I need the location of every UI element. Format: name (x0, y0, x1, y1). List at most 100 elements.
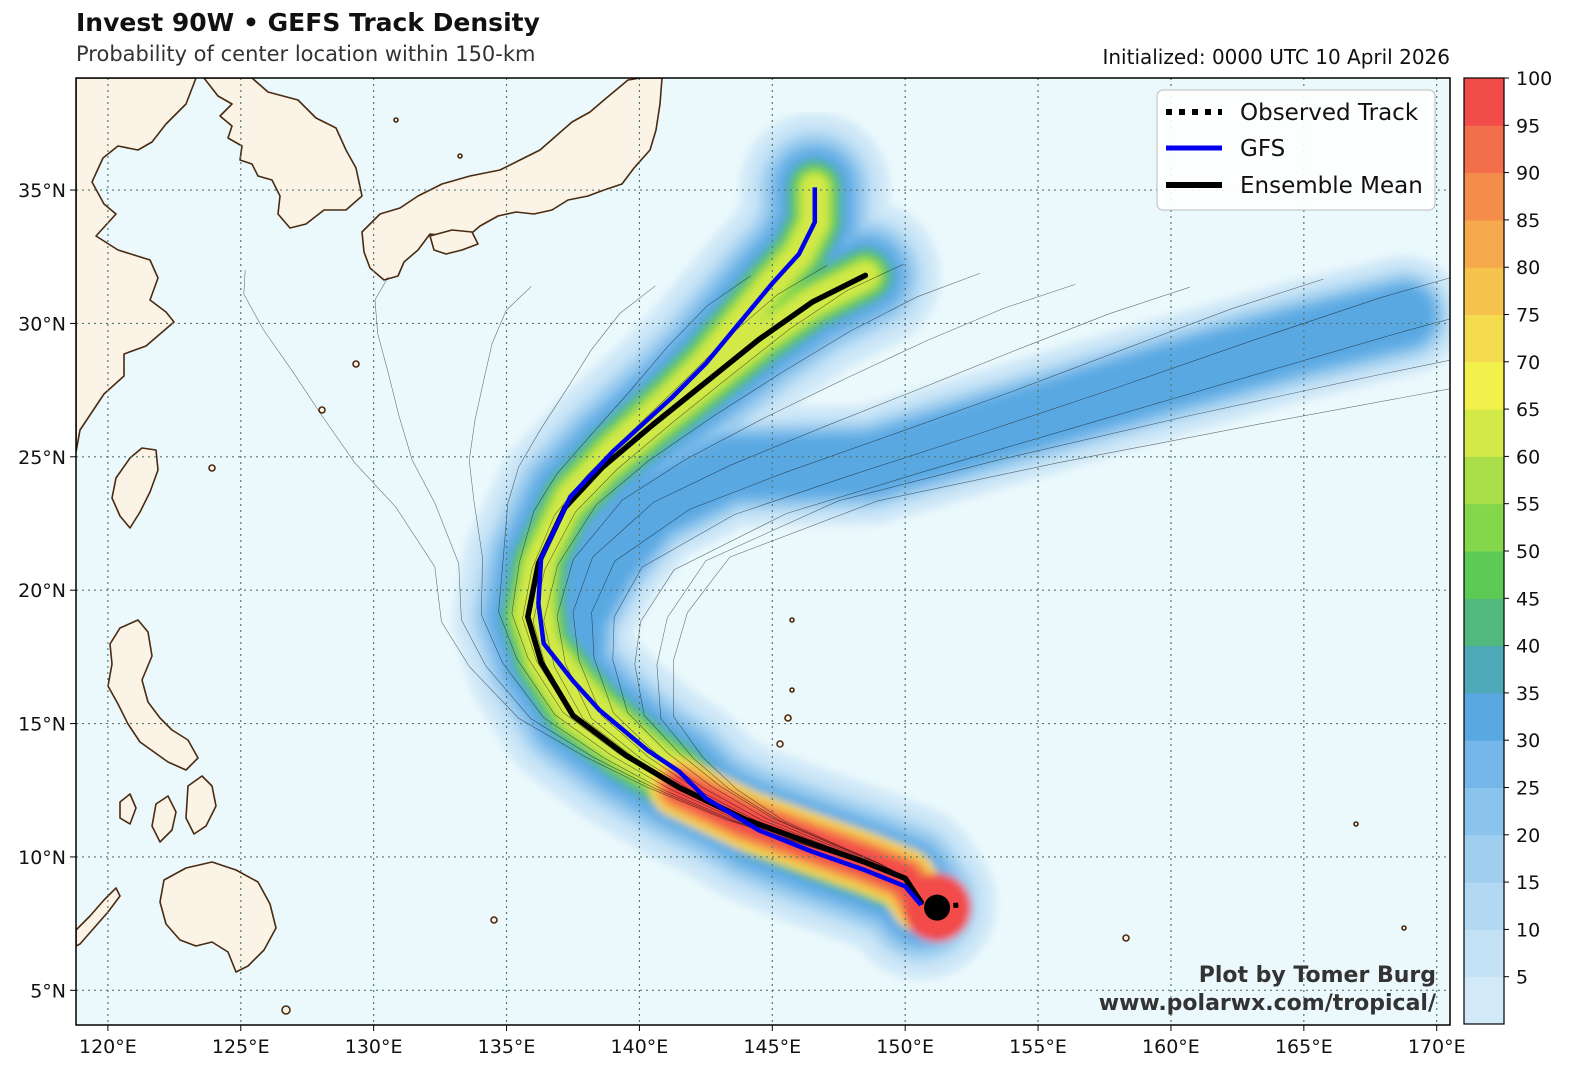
colorbar-segment (1464, 787, 1504, 836)
member-track (243, 270, 922, 903)
lat-tick-label: 35°N (18, 180, 66, 202)
lon-tick-label: 155°E (1009, 1036, 1067, 1058)
colorbar: 5 10 15 20 25 30 35 40 45 50 55 60 65 70 75 80 85 90 95 100 (1463, 68, 1552, 1025)
land-china-coast (76, 78, 197, 453)
map-frame (75, 77, 1451, 1026)
colorbar-tick-label: 100 (1516, 68, 1552, 90)
land-islet (457, 153, 463, 159)
lon-tick-label: 165°E (1275, 1036, 1333, 1058)
colorbar-tick-label: 80 (1516, 257, 1540, 279)
colorbar-segment (1464, 598, 1504, 647)
colorbar-segment (1464, 503, 1504, 552)
colorbar-segment (1464, 834, 1504, 883)
colorbar-segment (1464, 740, 1504, 788)
colorbar-segment (1464, 78, 1504, 126)
lon-tick-label: 160°E (1142, 1036, 1200, 1058)
land-luzon (107, 619, 199, 771)
colorbar-segment (1464, 645, 1504, 694)
colorbar-tick-label: 75 (1516, 305, 1540, 327)
lat-tick-label: 20°N (18, 580, 66, 602)
colorbar-tick-label: 65 (1516, 399, 1540, 421)
colorbar-tick-label: 90 (1516, 163, 1540, 185)
credit-author: Plot by Tomer Burg (1199, 963, 1436, 988)
colorbar-tick-label: 10 (1516, 919, 1540, 941)
legend-box (1156, 89, 1436, 211)
land-islet (776, 740, 784, 748)
colorbar-segment (1464, 692, 1504, 741)
colorbar-segment (1464, 551, 1504, 599)
colorbar-tick-label: 45 (1516, 588, 1540, 610)
colorbar-tick-label: 25 (1516, 778, 1540, 800)
forecast-tracks (525, 187, 959, 921)
legend-mean-label: Ensemble Mean (1240, 173, 1423, 199)
land-visayas-2 (151, 795, 177, 843)
lon-tick-label: 135°E (478, 1036, 536, 1058)
land-islet (789, 687, 795, 693)
colorbar-segment (1464, 267, 1504, 315)
latitude-ticks: 5°N 10°N 15°N 20°N 25°N 30°N 35°N (18, 180, 76, 1002)
legend-gfs-label: GFS (1240, 136, 1285, 162)
land-islet (393, 117, 399, 123)
colorbar-tick-label: 30 (1516, 730, 1540, 752)
land-visayas-1 (185, 775, 217, 835)
colorbar-segment (1464, 125, 1504, 174)
lat-tick-label: 25°N (18, 447, 66, 469)
lat-tick-label: 10°N (18, 847, 66, 869)
gfs-track (536, 187, 923, 907)
land-islet (1401, 925, 1407, 931)
lon-tick-label: 150°E (876, 1036, 934, 1058)
land-islet (208, 464, 216, 472)
colorbar-tick-label: 55 (1516, 494, 1540, 516)
member-track (634, 318, 1450, 903)
colorbar-segment (1464, 409, 1504, 457)
land-islet (784, 714, 792, 722)
lat-tick-label: 5°N (30, 980, 66, 1002)
map-gridlines (76, 78, 1450, 1025)
colorbar-tick-label: 5 (1516, 967, 1528, 989)
legend: Observed Track GFS Ensemble Mean (1156, 89, 1436, 211)
land-islet (1353, 821, 1359, 827)
colorbar-segment (1464, 361, 1504, 410)
land-mindanao (159, 861, 277, 973)
page-subtitle: Probability of center location within 15… (76, 42, 536, 66)
page-title: Invest 90W • GEFS Track Density (76, 8, 540, 37)
land-islet (490, 916, 498, 924)
colorbar-tick-label: 70 (1516, 352, 1540, 374)
colorbar-tick-label: 50 (1516, 541, 1540, 563)
lat-tick-label: 30°N (18, 313, 66, 335)
colorbar-segment (1464, 172, 1504, 221)
colorbar-segment (1464, 456, 1504, 505)
land-islet (352, 360, 360, 368)
land-islet (318, 406, 326, 414)
longitude-ticks: 120°E 125°E 130°E 135°E 140°E 145°E 150°E 155°E… (79, 1025, 1466, 1058)
colorbar-segment (1464, 314, 1504, 363)
land-islet (789, 617, 795, 623)
member-track (612, 277, 1450, 903)
colorbar-tick-label: 40 (1516, 636, 1540, 658)
initialization-time: Initialized: 0000 UTC 10 April 2026 (1102, 45, 1450, 69)
land-japan (361, 78, 663, 281)
land-islet (281, 1005, 291, 1015)
lon-tick-label: 170°E (1408, 1036, 1466, 1058)
colorbar-tick-label: 60 (1516, 446, 1540, 468)
ensemble-mean-track (525, 272, 924, 906)
land-palawan (76, 887, 121, 947)
lat-tick-label: 15°N (18, 714, 66, 736)
colorbar-segment (1464, 976, 1504, 1025)
lon-tick-label: 130°E (345, 1036, 403, 1058)
colorbar-segment (1464, 882, 1504, 930)
colorbar-tick-label: 95 (1516, 115, 1540, 137)
land-visayas-3 (119, 793, 137, 825)
colorbar-segment (1464, 929, 1504, 978)
colorbar-tick-label: 85 (1516, 210, 1540, 232)
colorbar-tick-label: 20 (1516, 825, 1540, 847)
lon-tick-label: 145°E (743, 1036, 801, 1058)
land-islet (1122, 934, 1130, 942)
colorbar-segment (1464, 219, 1504, 268)
lon-tick-label: 120°E (79, 1036, 137, 1058)
lon-tick-label: 125°E (212, 1036, 270, 1058)
land-shikoku (429, 229, 479, 255)
storm-center-marker (924, 894, 951, 921)
legend-observed-label: Observed Track (1240, 100, 1419, 126)
